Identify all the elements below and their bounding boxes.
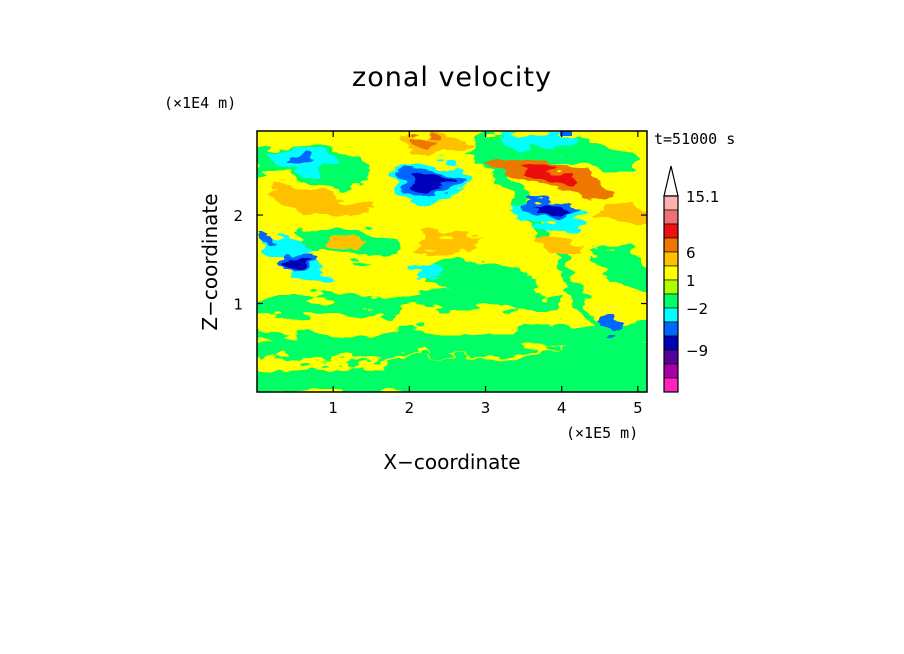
x-tick-label: 5 <box>633 399 643 417</box>
y-unit-label: (×1E4 m) <box>164 94 236 112</box>
x-tick-label: 2 <box>405 399 415 417</box>
colorbar-swatch <box>663 265 679 281</box>
time-label: t=51000 s <box>654 130 735 148</box>
colorbar-swatch <box>663 209 679 225</box>
colorbar: 15.1 6 1 −2 −9 <box>663 165 719 393</box>
colorbar-level-label: 15.1 <box>686 188 719 206</box>
colorbar-swatch <box>663 335 679 351</box>
colorbar-swatch <box>663 349 679 365</box>
contour-field <box>257 131 647 392</box>
y-axis: 12 <box>233 207 647 314</box>
colorbar-frame <box>663 195 679 393</box>
colorbar-swatch <box>663 237 679 253</box>
colorbar-swatch <box>663 279 679 295</box>
colorbar-extend-arrow <box>663 165 679 197</box>
colorbar-swatch <box>663 223 679 239</box>
x-tick-label: 3 <box>481 399 491 417</box>
colorbar-level-label: −9 <box>686 342 708 360</box>
x-tick-label: 4 <box>557 399 567 417</box>
colorbar-swatch <box>663 293 679 309</box>
colorbar-swatch <box>663 251 679 267</box>
x-tick-label: 1 <box>328 399 338 417</box>
x-axis-label: X−coordinate <box>383 450 520 474</box>
x-axis: 1 2 3 4 5 <box>328 131 643 417</box>
y-tick-label: 2 <box>233 207 243 225</box>
colorbar-swatch <box>663 195 679 211</box>
colorbar-swatch <box>663 321 679 337</box>
y-axis-label: Z−coordinate <box>198 193 222 330</box>
chart-title: zonal velocity <box>352 62 552 93</box>
colorbar-level-label: −2 <box>686 300 708 318</box>
colorbar-swatch <box>663 363 679 379</box>
plot-frame <box>256 130 648 393</box>
x-unit-label: (×1E5 m) <box>566 424 638 442</box>
colorbar-level-label: 1 <box>686 272 696 290</box>
colorbar-swatch <box>663 377 679 393</box>
y-tick-label: 1 <box>233 296 243 314</box>
colorbar-level-label: 6 <box>686 244 696 262</box>
colorbar-swatch <box>663 307 679 323</box>
